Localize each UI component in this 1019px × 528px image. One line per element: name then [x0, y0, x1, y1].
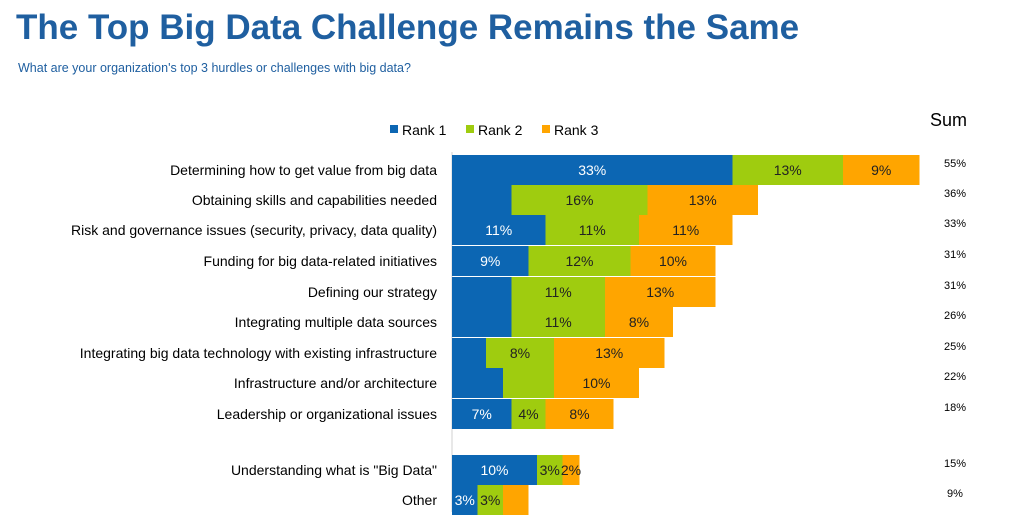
data-label-rank-1: 9%	[480, 253, 500, 269]
data-label-rank-2: 13%	[774, 162, 802, 178]
data-label-rank-2: 11%	[545, 314, 572, 330]
bar-rank-2	[503, 368, 554, 398]
category-label: Defining our strategy	[308, 284, 437, 300]
bar-rank-1	[452, 246, 529, 276]
data-label-rank-2: 4%	[518, 406, 538, 422]
sum-value: 31%	[944, 280, 966, 292]
data-label-rank-2: 11%	[579, 222, 606, 238]
bar-rank-1	[452, 185, 512, 215]
bar-rank-3	[545, 399, 614, 429]
data-label-rank-3: 9%	[871, 162, 891, 178]
bar-rank-3	[605, 277, 716, 307]
data-label-rank-3: 13%	[689, 192, 717, 208]
bar-rank-2	[537, 455, 563, 485]
data-label-rank-1: 3%	[455, 492, 475, 508]
data-label-rank-3: 2%	[561, 462, 581, 478]
bar-rank-3	[647, 185, 758, 215]
data-label-rank-2: 8%	[510, 345, 530, 361]
bar-rank-1	[452, 368, 503, 398]
legend-label-2: Rank 2	[478, 122, 523, 138]
bar-rank-3	[843, 155, 920, 185]
sum-value: 55%	[944, 158, 966, 170]
bar-rank-3	[503, 485, 529, 515]
sum-value: 31%	[944, 249, 966, 261]
category-label: Risk and governance issues (security, pr…	[71, 222, 437, 238]
legend-label-1: Rank 1	[402, 122, 447, 138]
bar-rank-2	[511, 185, 648, 215]
bar-rank-1	[452, 155, 733, 185]
sum-value: 9%	[947, 488, 963, 500]
bar-rank-2	[511, 307, 605, 337]
sum-value: 18%	[944, 402, 966, 414]
category-label: Obtaining skills and capabilities needed	[192, 192, 437, 208]
legend-swatch-3	[542, 125, 550, 133]
bar-rank-1	[452, 338, 486, 368]
data-label-rank-3: 11%	[672, 222, 699, 238]
bar-rank-3	[562, 455, 580, 485]
data-label-rank-2: 12%	[565, 253, 593, 269]
sum-value: 33%	[944, 218, 966, 230]
bar-rank-2	[732, 155, 843, 185]
legend-label-3: Rank 3	[554, 122, 599, 138]
bar-rank-2	[545, 215, 639, 245]
bar-rank-2	[486, 338, 554, 368]
bar-rank-2	[511, 399, 546, 429]
sum-header: Sum	[930, 110, 967, 130]
bar-rank-1	[452, 307, 512, 337]
data-label-rank-2: 11%	[545, 284, 572, 300]
data-label-rank-3: 8%	[629, 314, 649, 330]
category-label: Understanding what is "Big Data"	[231, 462, 437, 478]
data-label-rank-3: 10%	[659, 253, 687, 269]
data-label-rank-3: 8%	[569, 406, 589, 422]
bar-rank-2	[528, 246, 631, 276]
bar-rank-2	[511, 277, 605, 307]
bar-rank-3	[605, 307, 673, 337]
data-label-rank-1: 10%	[480, 462, 508, 478]
bar-rank-3	[639, 215, 733, 245]
bar-rank-1	[452, 455, 537, 485]
category-label: Integrating multiple data sources	[235, 314, 437, 330]
data-label-rank-2: 3%	[540, 462, 560, 478]
category-label: Determining how to get value from big da…	[170, 162, 437, 178]
data-label-rank-1: 11%	[485, 222, 512, 238]
category-label: Funding for big data-related initiatives	[204, 253, 437, 269]
page-subtitle: What are your organization's top 3 hurdl…	[18, 61, 411, 75]
category-label: Infrastructure and/or architecture	[234, 375, 437, 391]
data-label-rank-3: 10%	[582, 375, 610, 391]
sum-value: 22%	[944, 371, 966, 383]
legend-swatch-2	[466, 125, 474, 133]
bar-rank-1	[452, 399, 512, 429]
data-label-rank-2: 3%	[480, 492, 500, 508]
bar-rank-1	[452, 277, 512, 307]
bar-rank-3	[554, 338, 665, 368]
bar-rank-2	[477, 485, 503, 515]
page-title: The Top Big Data Challenge Remains the S…	[16, 8, 800, 47]
data-label-rank-3: 13%	[646, 284, 674, 300]
bar-rank-3	[630, 246, 716, 276]
sum-value: 26%	[944, 310, 966, 322]
bar-rank-1	[452, 215, 546, 245]
category-label: Integrating big data technology with exi…	[80, 345, 437, 361]
bar-rank-1	[452, 485, 478, 515]
category-label: Leadership or organizational issues	[217, 406, 437, 422]
legend-swatch-1	[390, 125, 398, 133]
sum-value: 36%	[944, 188, 966, 200]
sum-value: 15%	[944, 458, 966, 470]
data-label-rank-1: 33%	[578, 162, 606, 178]
data-label-rank-2: 16%	[565, 192, 593, 208]
bar-rank-3	[554, 368, 639, 398]
sum-value: 25%	[944, 341, 966, 353]
data-label-rank-1: 7%	[472, 406, 492, 422]
data-label-rank-3: 13%	[595, 345, 623, 361]
category-label: Other	[402, 492, 437, 508]
